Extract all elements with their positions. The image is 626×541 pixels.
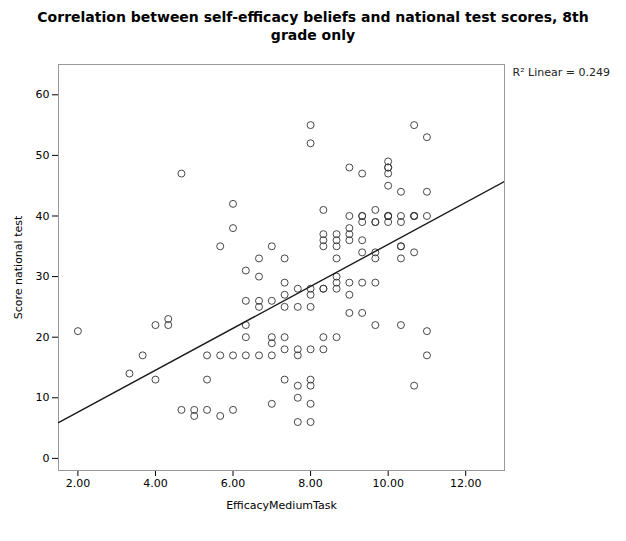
svg-text:EfficacyMediumTask: EfficacyMediumTask [226, 499, 337, 512]
svg-text:R² Linear = 0.249: R² Linear = 0.249 [513, 67, 610, 80]
svg-text:10: 10 [36, 392, 50, 405]
html-text:Correlation between self-effic: Correlation between self-efficacy belief… [37, 9, 589, 44]
svg-text:30: 30 [36, 270, 50, 283]
svg-text:20: 20 [36, 331, 50, 344]
svg-text:Score national test: Score national test [12, 215, 25, 319]
svg-text:0: 0 [43, 452, 50, 465]
svg-text:4.00: 4.00 [143, 478, 168, 491]
svg-text:6.00: 6.00 [221, 478, 246, 491]
svg-text:2.00: 2.00 [66, 478, 91, 491]
svg-text:10.00: 10.00 [372, 478, 404, 491]
svg-text:50: 50 [36, 149, 50, 162]
svg-text:40: 40 [36, 210, 50, 223]
svg-text:60: 60 [36, 89, 50, 102]
svg-text:12.00: 12.00 [450, 478, 482, 491]
svg-text:8.00: 8.00 [298, 478, 323, 491]
